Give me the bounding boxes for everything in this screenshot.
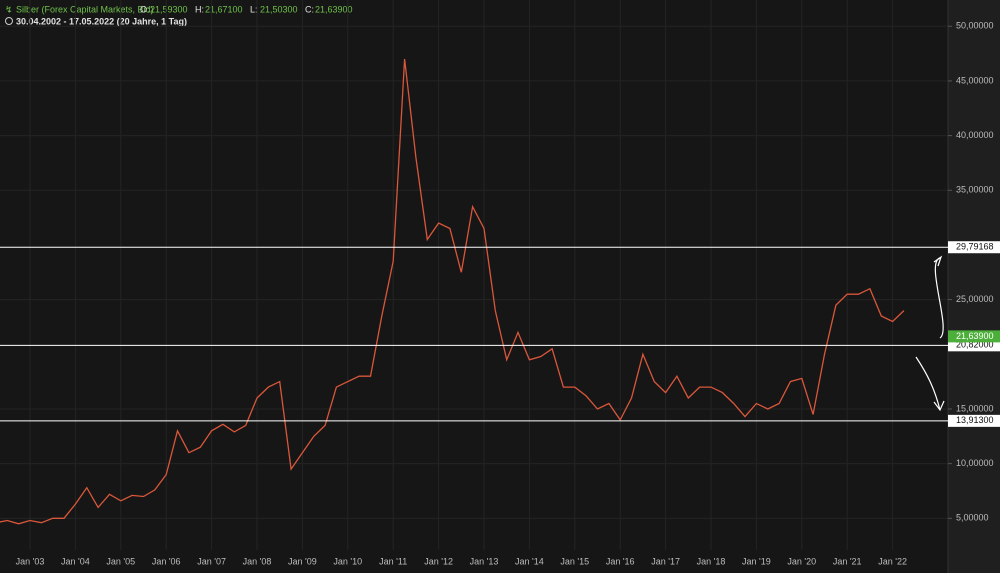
quote-value: 21,59300 [150,4,188,14]
quote-name: O: [140,4,150,14]
quote-name: C: [305,4,314,14]
y-tick-label: 50,00000 [956,21,994,31]
clock-icon [5,17,13,25]
x-tick-label: Jan '03 [16,556,45,566]
x-tick-label: Jan '15 [560,556,589,566]
quote-value: 21,67100 [205,4,243,14]
x-tick-label: Jan '05 [106,556,135,566]
level-badge [948,241,1000,254]
x-tick-label: Jan '09 [288,556,317,566]
x-tick-label: Jan '10 [333,556,362,566]
icon: ↯ [5,4,13,14]
x-tick-label: Jan '14 [515,556,544,566]
x-tick-label: Jan '06 [152,556,181,566]
x-tick-label: Jan '16 [606,556,635,566]
up-arrow-head [933,255,943,267]
y-axis-area [948,0,1000,573]
x-tick-label: Jan '19 [742,556,771,566]
x-tick-label: Jan '08 [243,556,272,566]
x-tick-label: Jan '17 [651,556,680,566]
y-tick-label: 25,00000 [956,294,994,304]
y-tick-label: 35,00000 [956,185,994,195]
x-tick-label: Jan '07 [197,556,226,566]
level-label: 20,82000 [956,340,994,350]
x-tick-label: Jan '13 [470,556,499,566]
level-label: 29,79168 [956,242,994,252]
y-tick-label: 15,00000 [956,403,994,413]
plot-area [0,0,948,573]
date-range: 30.04.2002 - 17.05.2022 (20 Jahre, 1 Tag… [16,16,187,26]
quote-value: 21,50300 [260,4,298,14]
down-arrow-head [933,400,945,412]
quote-name: L: [250,4,258,14]
last-price-label: 21,63900 [956,331,994,341]
x-tick-label: Jan '20 [787,556,816,566]
x-tick-label: Jan '18 [697,556,726,566]
level-label: 13,91300 [956,415,994,425]
price-line [0,58,905,525]
last-price-badge [948,330,1000,343]
quote-value: 21,63900 [315,4,353,14]
y-tick-label: 5,00000 [956,513,989,523]
level-badge [948,414,1000,427]
y-tick-label: 10,00000 [956,458,994,468]
up-arrow [934,257,944,339]
y-tick-label: 40,00000 [956,130,994,140]
quote-name: H: [195,4,204,14]
x-tick-label: Jan '22 [878,556,907,566]
quote: O: 21,59300 H: 21,67100 L: 21,50300 C: 21,63900 [140,4,353,14]
x-tick-label: Jan '21 [833,556,862,566]
down-arrow [915,356,941,411]
x-tick-label: Jan '12 [424,556,453,566]
x-tick-label: Jan '11 [379,556,407,566]
chart-title: Silber (Forex Capital Markets, Bid) [16,4,154,14]
y-tick-label: 45,00000 [956,75,994,85]
x-tick-label: Jan '04 [61,556,90,566]
